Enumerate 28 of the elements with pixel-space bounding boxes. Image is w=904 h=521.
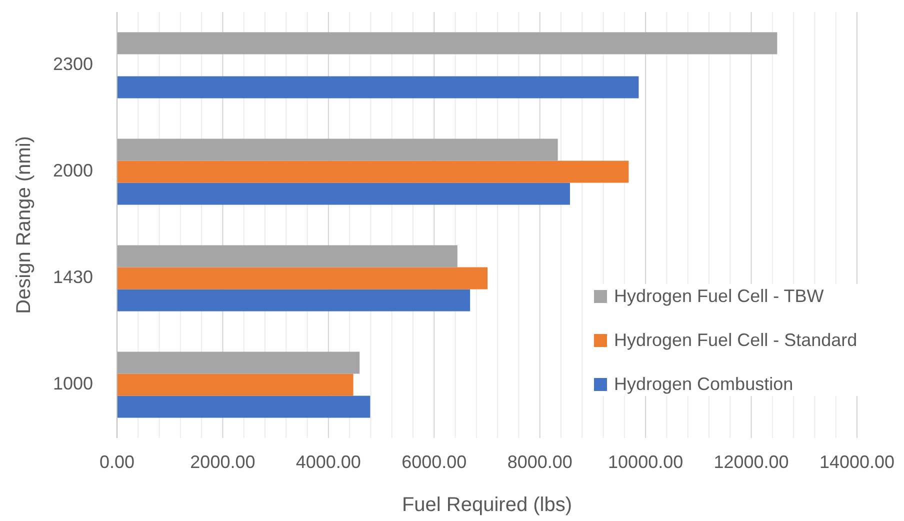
x-tick-label: 8000.00 [507,452,572,472]
y-tick-label: 1430 [52,267,93,287]
x-tick-label: 14000.00 [819,452,895,472]
x-axis-title: Fuel Required (lbs) [402,494,572,516]
bar [117,76,639,98]
bar [117,289,470,312]
y-tick-label: 2000 [52,160,93,180]
bar [117,245,458,268]
bar [117,267,488,290]
legend-label: Hydrogen Combustion [614,374,794,394]
bar [117,138,558,161]
x-tick-label: 0.00 [99,452,135,472]
bar [117,182,570,205]
bar [117,160,629,183]
legend-label: Hydrogen Fuel Cell - TBW [614,286,824,306]
x-tick-label: 4000.00 [296,452,361,472]
bar [117,374,354,396]
x-tick-label: 10000.00 [608,452,684,472]
y-tick-label: 2300 [52,54,93,74]
bar [117,352,360,374]
bar [117,396,370,418]
x-tick-label: 12000.00 [714,452,789,472]
legend-label: Hydrogen Fuel Cell - Standard [614,330,858,350]
y-axis-title: Design Range (nmi) [13,136,35,314]
y-tick-label: 1000 [52,374,93,394]
bar [117,32,778,54]
x-tick-label: 2000.00 [190,452,256,472]
x-tick-label: 6000.00 [402,452,467,472]
